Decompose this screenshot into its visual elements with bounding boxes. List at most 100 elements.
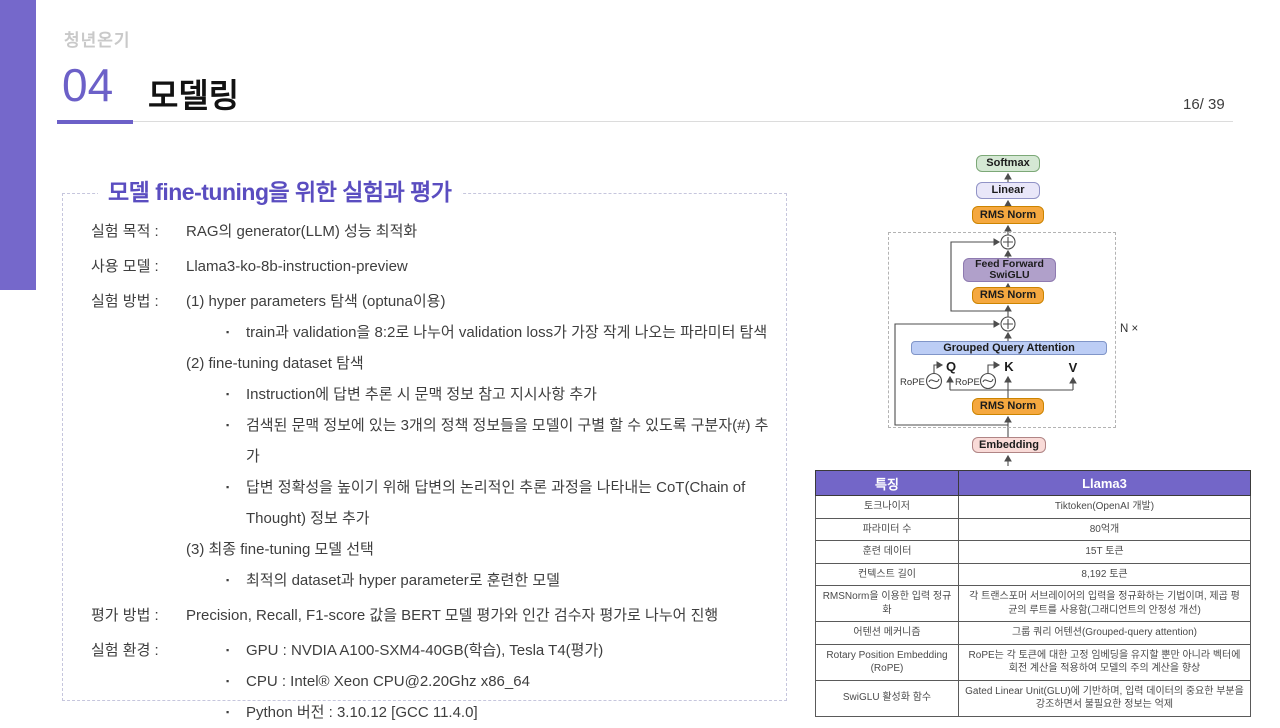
value-cell: Gated Linear Unit(GLU)에 기반하며, 입력 데이터의 중요…: [958, 679, 1251, 717]
row-eval: 평가 방법 : Precision, Recall, F1-score 값을 B…: [91, 600, 780, 631]
model-label: 사용 모델 :: [91, 258, 159, 275]
env-label: 실험 환경 :: [91, 642, 159, 659]
row-method: 실험 방법 : (1) hyper parameters 탐색 (optuna이…: [91, 286, 780, 596]
bullet-icon: ▪: [226, 327, 230, 337]
bullet-icon: ▪: [226, 389, 230, 399]
header-llama3: Llama3: [958, 470, 1251, 496]
method-step2-bullet1: ▪ Instruction에 답변 추론 시 문맥 정보 참고 지시사항 추가: [186, 379, 780, 410]
q-label: Q: [945, 359, 957, 374]
env-bullet1: ▪ GPU : NVDIA A100-SXM4-40GB(학습), Tesla …: [186, 635, 780, 666]
table-header-row: 특징 Llama3: [815, 470, 1251, 496]
model-value: Llama3-ko-8b-instruction-preview: [186, 258, 408, 275]
k-label: K: [1004, 359, 1014, 374]
feature-cell: 컨텍스트 길이: [815, 562, 959, 586]
table-row: 어텐션 메커니즘 그룹 쿼리 어텐션(Grouped-query attenti…: [815, 621, 1251, 645]
bullet-icon: ▪: [226, 482, 230, 492]
add-icon: [1000, 234, 1016, 250]
method-step3: (3) 최종 fine-tuning 모델 선택: [186, 541, 374, 558]
page-title: 모델링: [148, 77, 240, 114]
add-icon: [1000, 316, 1016, 332]
method-step1-bullet1: ▪ train과 validation을 8:2로 나누어 validation…: [186, 317, 780, 348]
panel-heading: 모델 fine-tuning을 위한 실험과 평가: [98, 173, 462, 207]
method-step1: (1) hyper parameters 탐색 (optuna이용): [186, 293, 446, 310]
brand-label: 청년온기: [64, 31, 131, 50]
bullet-icon: ▪: [226, 575, 230, 585]
llama3-spec-table: 특징 Llama3 토크나이저 Tiktoken(OpenAI 개발) 파라미터…: [815, 470, 1251, 717]
bullet-text: 답변 정확성을 높이기 위해 답변의 논리적인 추론 과정을 나타내는 CoT(…: [246, 479, 746, 527]
embedding-box: Embedding: [972, 437, 1046, 453]
n-times-label: N ×: [1120, 323, 1139, 335]
diagram-connectors: [894, 172, 1077, 466]
method-step2-bullet3: ▪ 답변 정확성을 높이기 위해 답변의 논리적인 추론 과정을 나타내는 Co…: [186, 472, 780, 534]
table-row: Rotary Position Embedding (RoPE) RoPE는 각…: [815, 643, 1251, 681]
llama3-architecture-diagram: Softmax Linear RMS Norm Feed Forward Swi…: [860, 148, 1262, 470]
rms-norm-mid-box: RMS Norm: [972, 287, 1044, 304]
row-env: 실험 환경 : ▪ GPU : NVDIA A100-SXM4-40GB(학습)…: [91, 635, 780, 728]
value-cell: Tiktoken(OpenAI 개발): [958, 495, 1251, 519]
bullet-text: 검색된 문맥 정보에 있는 3개의 정책 정보들을 모델이 구별 할 수 있도록…: [246, 417, 769, 465]
page-number: 16/ 39: [1183, 96, 1225, 113]
feature-cell: RMSNorm을 이용한 입력 정규화: [815, 585, 959, 622]
rope-icon: [979, 372, 997, 390]
table-row: SwiGLU 활성화 함수 Gated Linear Unit(GLU)에 기반…: [815, 679, 1251, 717]
method-label: 실험 방법 :: [91, 293, 159, 310]
value-cell: 15T 토큰: [958, 540, 1251, 564]
method-step2: (2) fine-tuning dataset 탐색: [186, 355, 364, 372]
env-bullet3: ▪ Python 버전 : 3.10.12 [GCC 11.4.0]: [186, 697, 780, 728]
title-underline-accent: [57, 120, 133, 124]
table-row: 토크나이저 Tiktoken(OpenAI 개발): [815, 495, 1251, 519]
table-row: 훈련 데이터 15T 토큰: [815, 540, 1251, 564]
v-label: V: [1068, 360, 1078, 375]
feature-cell: 훈련 데이터: [815, 540, 959, 564]
ff-line1: Feed Forward: [975, 258, 1044, 270]
table-row: RMSNorm을 이용한 입력 정규화 각 트랜스포머 서브레이어의 입력을 정…: [815, 585, 1251, 622]
experiment-content: 실험 목적 : RAG의 generator(LLM) 성능 최적화 사용 모델…: [63, 194, 786, 721]
header-feature: 특징: [815, 470, 959, 496]
feed-forward-swiglu-box: Feed Forward SwiGLU: [963, 258, 1056, 282]
value-cell: RoPE는 각 토큰에 대한 고정 임베딩을 유지할 뿐만 아니라 벡터에 회전…: [958, 643, 1251, 681]
method-step3-bullet1: ▪ 최적의 dataset과 hyper parameter로 훈련한 모델: [186, 565, 780, 596]
softmax-box: Softmax: [976, 155, 1040, 172]
rope-label-1: RoPE: [900, 377, 925, 388]
row-model: 사용 모델 : Llama3-ko-8b-instruction-preview: [91, 251, 780, 282]
bullet-text: train과 validation을 8:2로 나누어 validation l…: [246, 324, 768, 341]
env-bullet2: ▪ CPU : Intel® Xeon CPU@2.20Ghz x86_64: [186, 666, 780, 697]
bullet-icon: ▪: [226, 645, 230, 655]
value-cell: 그룹 쿼리 어텐션(Grouped-query attention): [958, 621, 1251, 645]
value-cell: 각 트랜스포머 서브레이어의 입력을 정규화하는 기법이며, 제곱 평균의 루트…: [958, 585, 1251, 622]
rope-label-2: RoPE: [955, 377, 980, 388]
eval-label: 평가 방법 :: [91, 607, 159, 624]
value-cell: 8,192 토큰: [958, 562, 1251, 586]
rope-icon: [925, 372, 943, 390]
env-value: ▪ GPU : NVDIA A100-SXM4-40GB(학습), Tesla …: [186, 635, 780, 728]
value-cell: 80억개: [958, 517, 1251, 541]
section-number: 04: [62, 59, 114, 111]
bullet-text: GPU : NVDIA A100-SXM4-40GB(학습), Tesla T4…: [246, 642, 604, 659]
bullet-icon: ▪: [226, 707, 230, 717]
bullet-icon: ▪: [226, 420, 230, 430]
method-step2-bullet2: ▪ 검색된 문맥 정보에 있는 3개의 정책 정보들을 모델이 구별 할 수 있…: [186, 410, 780, 472]
feature-cell: 어텐션 메커니즘: [815, 621, 959, 645]
title-underline: [133, 121, 1233, 122]
bullet-text: CPU : Intel® Xeon CPU@2.20Ghz x86_64: [246, 673, 530, 690]
feature-cell: Rotary Position Embedding (RoPE): [815, 643, 959, 681]
purpose-value: RAG의 generator(LLM) 성능 최적화: [186, 223, 418, 240]
feature-cell: 토크나이저: [815, 495, 959, 519]
table-row: 컨텍스트 길이 8,192 토큰: [815, 562, 1251, 586]
grouped-query-attention-box: Grouped Query Attention: [911, 341, 1107, 355]
feature-cell: SwiGLU 활성화 함수: [815, 679, 959, 717]
transformer-block-outline: [888, 232, 1116, 428]
method-value: (1) hyper parameters 탐색 (optuna이용) ▪ tra…: [186, 286, 780, 596]
feature-cell: 파라미터 수: [815, 517, 959, 541]
experiment-panel: 실험 목적 : RAG의 generator(LLM) 성능 최적화 사용 모델…: [62, 193, 787, 721]
rms-norm-top-box: RMS Norm: [972, 206, 1044, 224]
accent-sidebar: [0, 0, 36, 290]
linear-box: Linear: [976, 182, 1040, 199]
eval-value: Precision, Recall, F1-score 값을 BERT 모델 평…: [186, 607, 719, 624]
rms-norm-bottom-box: RMS Norm: [972, 398, 1044, 415]
row-purpose: 실험 목적 : RAG의 generator(LLM) 성능 최적화: [91, 216, 780, 247]
bullet-icon: ▪: [226, 676, 230, 686]
bullet-text: Instruction에 답변 추론 시 문맥 정보 참고 지시사항 추가: [246, 386, 597, 403]
bullet-text: Python 버전 : 3.10.12 [GCC 11.4.0]: [246, 704, 478, 721]
purpose-label: 실험 목적 :: [91, 223, 159, 240]
